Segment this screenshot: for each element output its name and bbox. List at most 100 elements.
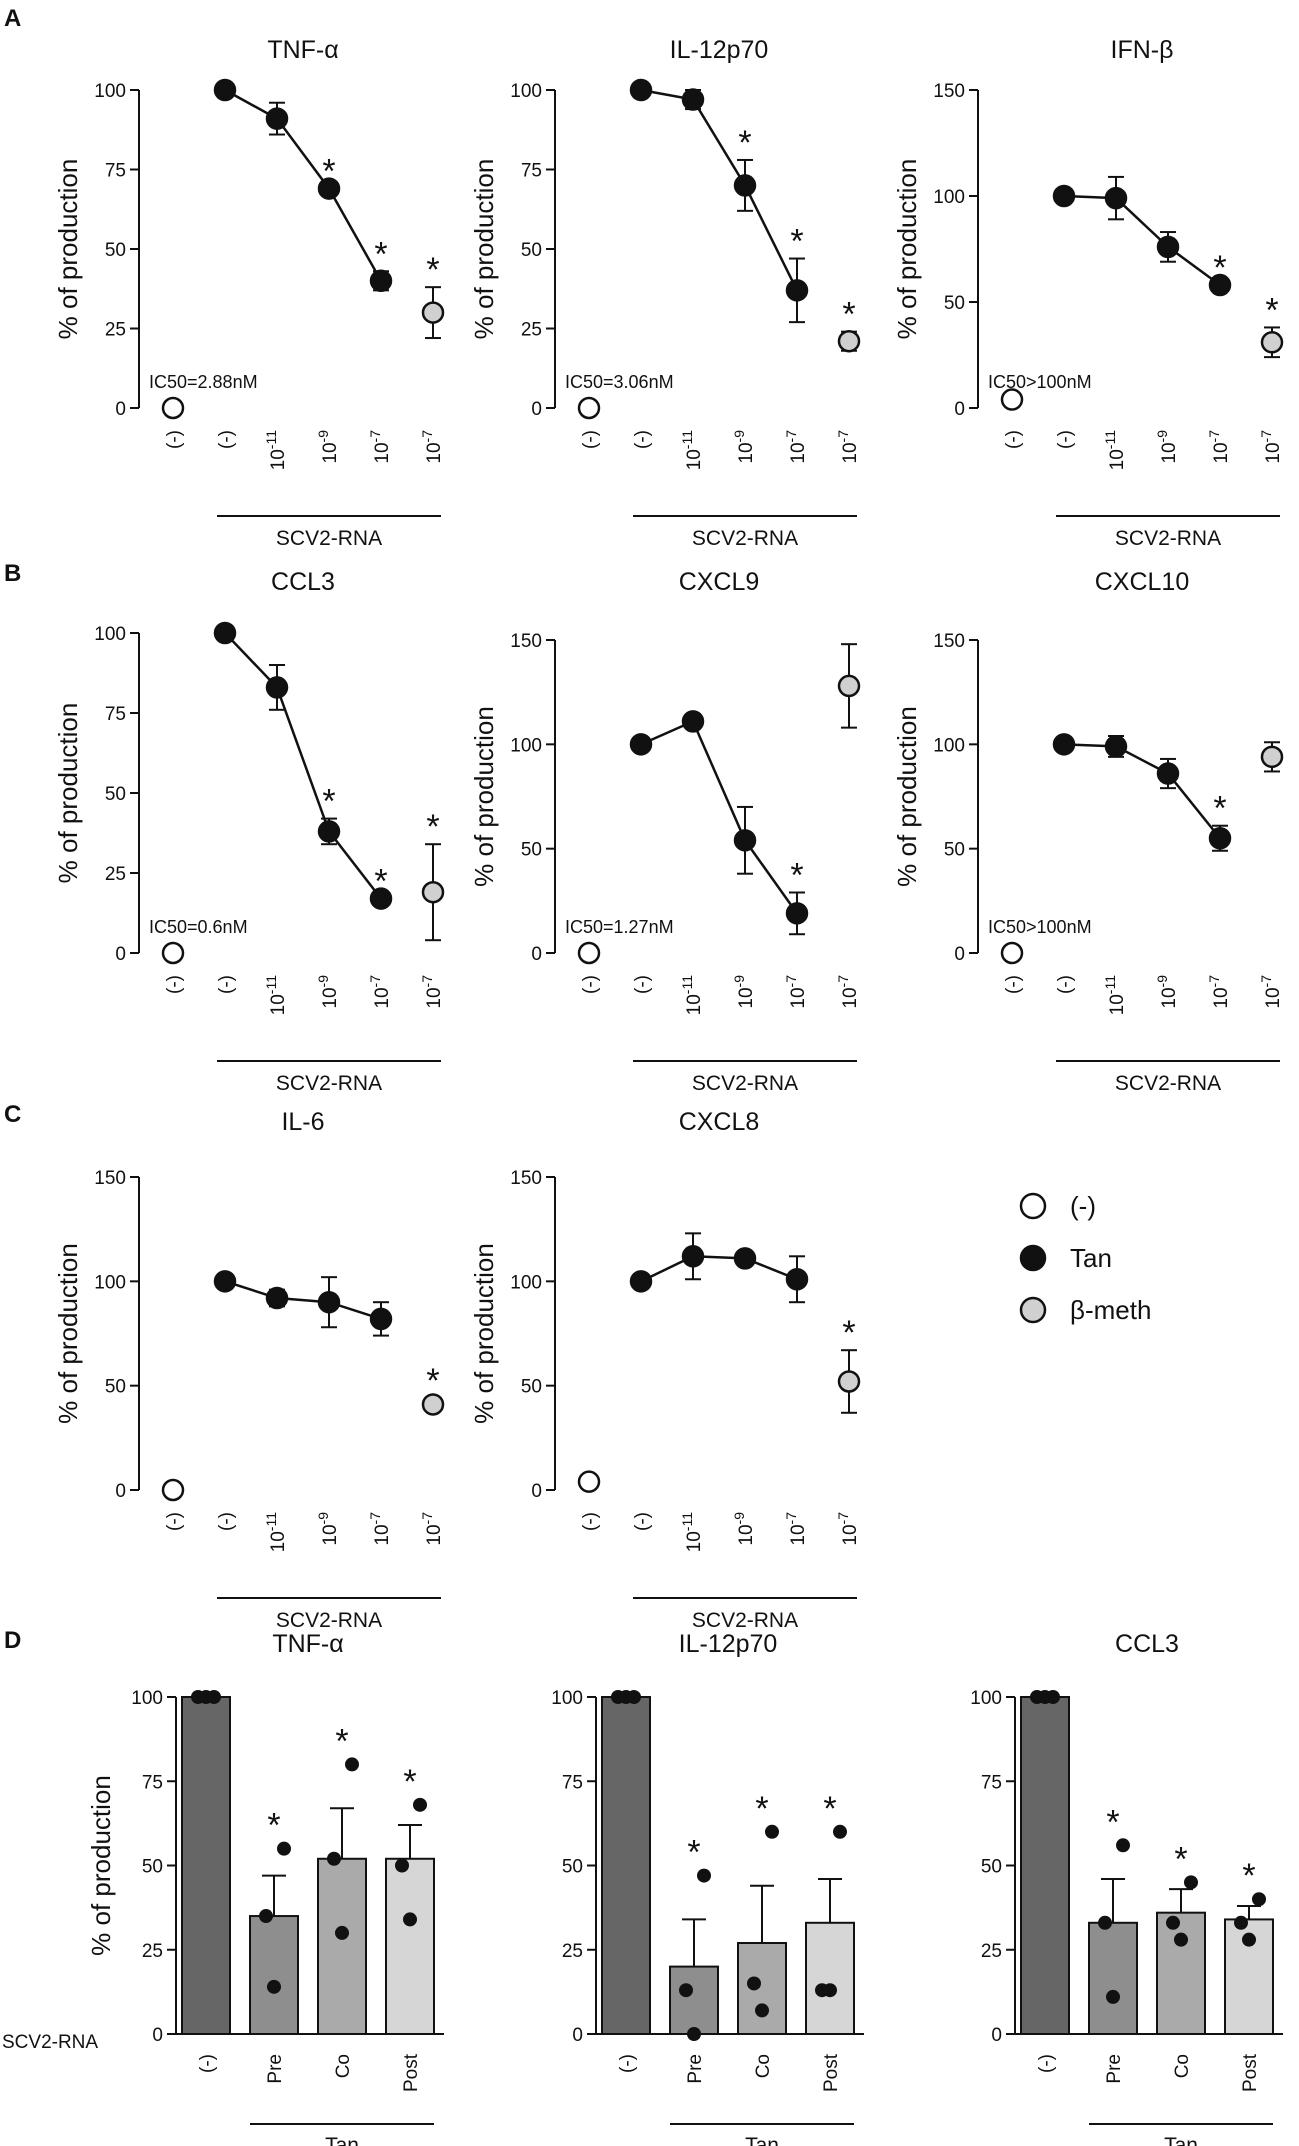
legend: (-) Tan β-meth — [1019, 1191, 1151, 1325]
x-category-label: (-) — [164, 1512, 185, 1531]
data-point-tan — [1052, 733, 1076, 756]
data-point-tan — [1104, 735, 1128, 758]
y-tick-label: 100 — [933, 187, 965, 208]
y-axis-label: % of production — [892, 706, 922, 887]
significance-star: * — [755, 1790, 768, 1828]
replicate-point — [1106, 1989, 1120, 2004]
significance-star: * — [823, 1790, 836, 1828]
y-tick-label: 100 — [94, 1272, 126, 1293]
x-category-label: Post — [1240, 2053, 1261, 2092]
replicate-point — [1252, 1892, 1266, 1907]
data-point-tan — [681, 710, 705, 733]
bar — [1088, 1921, 1138, 2036]
y-tick-label: 25 — [521, 320, 542, 341]
y-tick-label: 100 — [131, 1688, 163, 1709]
x-category-label: 10-7 — [367, 1512, 393, 1546]
data-point-tan — [785, 1267, 809, 1291]
y-tick-label: 50 — [105, 784, 126, 805]
ic50-label: IC50=0.6nM — [149, 917, 248, 937]
x-category-label: Post — [821, 2053, 842, 2092]
replicate-point — [1242, 1932, 1256, 1947]
legend-marker-tan — [1019, 1244, 1047, 1272]
data-point-tan — [733, 1247, 757, 1270]
replicate-point — [207, 1690, 221, 1704]
significance-star: * — [374, 235, 387, 273]
replicate-point — [345, 1757, 359, 1772]
data-point-tan — [265, 1286, 289, 1310]
y-tick-label: 0 — [991, 2025, 1002, 2046]
data-point- — [161, 396, 185, 420]
chart-panel-6: 0 50 100 150 CXCL10 % of production (-) (-) 10-1… — [892, 568, 1284, 1095]
data-point-tan — [317, 177, 341, 200]
chart-panel-2: 0 25 50 75 100 IL-12p70 % of production (-) (-) 1… — [469, 36, 861, 550]
data-point-βmeth — [1260, 331, 1284, 354]
significance-star: * — [738, 124, 751, 162]
y-tick-label: 25 — [142, 1941, 163, 1962]
x-category-label: 10-11 — [263, 430, 289, 471]
chart-panel-7: 0 50 100 150 IL-6 % of production (-) (-) 10-11 1… — [53, 1108, 445, 1632]
bar — [181, 1696, 231, 2035]
y-tick-label: 100 — [510, 1272, 542, 1293]
significance-star: * — [687, 1834, 700, 1872]
significance-star: * — [374, 863, 387, 901]
data-point-tan — [265, 676, 289, 699]
x-category-label: (-) — [1055, 975, 1076, 994]
significance-star: * — [1174, 1840, 1187, 1878]
y-tick-label: 50 — [521, 840, 542, 861]
y-axis-label: % of production — [86, 1775, 116, 1956]
data-point-tan — [785, 902, 809, 925]
y-tick-label: 0 — [115, 399, 126, 420]
legend-marker-none — [1019, 1192, 1047, 1220]
replicate-point — [1174, 1932, 1188, 1947]
chart-title: IFN-β — [1111, 36, 1174, 64]
y-tick-label: 50 — [105, 1377, 126, 1398]
y-tick-label: 0 — [115, 1481, 126, 1502]
chart-panel-10: 0 25 50 75 100 IL-12p70 (-) * Pre * Co * Post Tan — [551, 1630, 864, 2146]
y-tick-label: 100 — [94, 624, 126, 645]
y-tick-label: 75 — [142, 1772, 163, 1793]
x-category-label: (-) — [216, 1512, 237, 1531]
x-category-label: 10-9 — [731, 430, 757, 464]
replicate-point — [687, 2027, 701, 2041]
chart-panel-9: 0 25 50 75 100 TNF-α % of production (-) * Pre * Co… — [86, 1630, 444, 2146]
y-tick-label: 50 — [944, 293, 965, 314]
bar — [317, 1857, 367, 2036]
replicate-point — [747, 1976, 761, 1991]
significance-star: * — [426, 808, 439, 846]
replicate-point — [335, 1925, 349, 1940]
group-label: Tan — [325, 2134, 359, 2146]
y-tick-label: 50 — [105, 240, 126, 261]
chart-title: TNF-α — [267, 36, 338, 64]
group-label: Tan — [1164, 2134, 1198, 2146]
group-label: SCV2-RNA — [276, 527, 382, 550]
replicate-point — [1046, 1690, 1060, 1704]
significance-star: * — [1265, 291, 1278, 329]
x-category-label: Pre — [1104, 2054, 1125, 2084]
significance-star: * — [403, 1763, 416, 1801]
chart-panel-11: 0 25 50 75 100 CCL3 (-) * Pre * Co * Post Tan — [970, 1630, 1283, 2146]
x-category-label: 10-7 — [1206, 430, 1232, 464]
replicate-point — [627, 1690, 641, 1704]
x-category-label: 10-7 — [835, 1512, 861, 1546]
replicate-point — [1116, 1838, 1130, 1853]
replicate-point — [395, 1858, 409, 1873]
replicate-point — [765, 1824, 779, 1839]
x-category-label: 10-7 — [367, 975, 393, 1009]
data-point- — [1000, 388, 1024, 411]
x-category-label: 10-9 — [315, 975, 341, 1009]
y-tick-label: 100 — [94, 81, 126, 102]
significance-star: * — [322, 153, 335, 191]
ic50-label: IC50>100nM — [988, 372, 1092, 392]
legend-label-bmeth: β-meth — [1070, 1295, 1151, 1325]
group-label: SCV2-RNA — [276, 1072, 382, 1095]
replicate-point — [833, 1824, 847, 1839]
replicate-point — [1184, 1875, 1198, 1890]
group-label: SCV2-RNA — [1115, 527, 1221, 550]
bar — [385, 1857, 435, 2036]
x-category-label: (-) — [632, 975, 653, 994]
x-category-label: 10-9 — [1154, 430, 1180, 464]
data-point-βmeth — [837, 329, 861, 353]
bar — [737, 1942, 787, 2036]
data-point-tan — [629, 733, 653, 756]
x-category-label: 10-9 — [731, 975, 757, 1009]
